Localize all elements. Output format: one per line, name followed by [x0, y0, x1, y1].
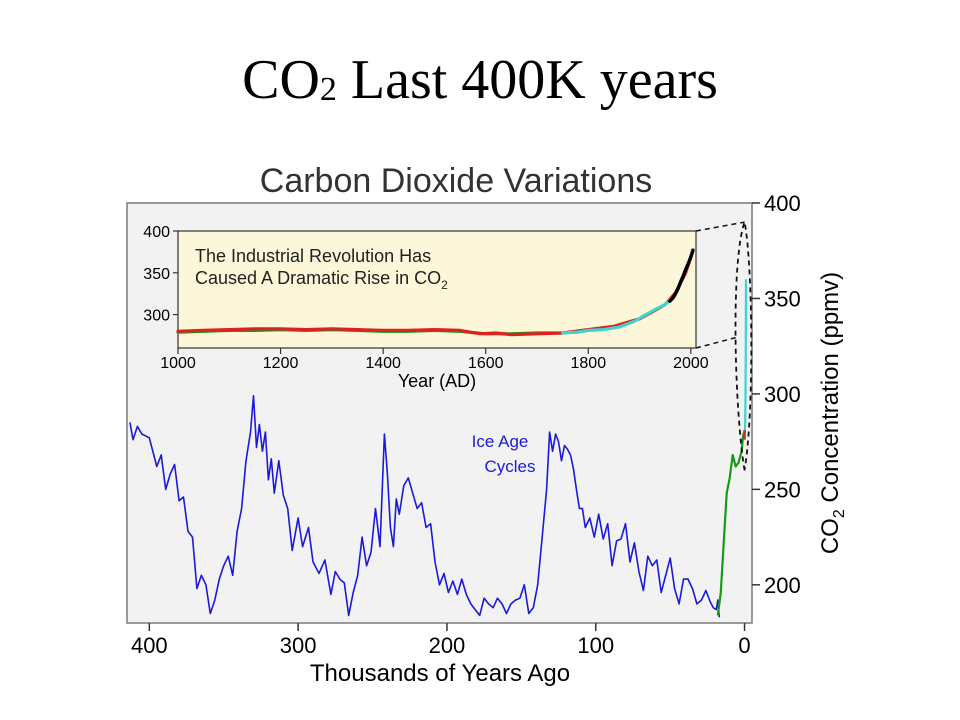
main-x-tick-label: 100	[577, 633, 614, 658]
inset-series-group	[176, 248, 695, 337]
main-x-axis-label: Thousands of Years Ago	[310, 660, 570, 687]
slide-title-co: CO	[242, 49, 320, 111]
inset-x-axis-label: Year (AD)	[398, 371, 476, 391]
main-x-tick-label: 0	[738, 633, 750, 658]
inset-y-axis: 300 350 400	[143, 224, 178, 325]
y-label-rest: Concentration (ppmv)	[817, 272, 844, 509]
main-series-line-0	[129, 394, 721, 618]
slide-title-subscript: 2	[319, 71, 337, 108]
slide-title-rest: Last 400K years	[336, 49, 718, 111]
main-x-axis: 400 300 200 100 0	[131, 623, 751, 658]
chart-title: Carbon Dioxide Variations	[260, 162, 652, 200]
main-x-tick-label: 400	[131, 633, 168, 658]
inset-x-tick-label: 1200	[263, 355, 299, 372]
main-series-line-2	[743, 279, 748, 433]
slide-title: CO2 Last 400K years	[0, 40, 960, 128]
inset-x-tick-label: 1000	[160, 355, 196, 372]
main-y-axis: 200 250 300 350 400	[752, 191, 801, 598]
inset-y-tick-label: 400	[143, 224, 170, 241]
main-y-tick-label: 400	[764, 191, 801, 216]
main-y-tick-label: 300	[764, 382, 801, 407]
ice-age-label-line1: Ice Age	[472, 432, 529, 451]
inset-x-tick-label: 1400	[365, 355, 401, 372]
ice-age-label-line2: Cycles	[484, 457, 535, 476]
main-series-group	[129, 279, 748, 618]
inset-caption-sub: 2	[441, 278, 448, 292]
main-series-line-1	[716, 429, 746, 616]
inset-x-axis: 1000 1200 1400 1600 1800 2000	[160, 348, 709, 372]
inset-caption-line2: Caused A Dramatic Rise in CO2	[195, 268, 448, 292]
y-label-co: CO	[817, 518, 844, 554]
main-y-tick-label: 250	[764, 477, 801, 502]
zoom-connector-bottom	[695, 335, 740, 349]
inset-caption-co: Caused A Dramatic Rise in CO	[195, 268, 441, 288]
main-x-tick-label: 200	[429, 633, 466, 658]
inset-x-tick-label: 1600	[468, 355, 504, 372]
inset-y-tick-label: 350	[143, 266, 170, 283]
main-y-tick-label: 350	[764, 286, 801, 311]
zoom-ellipse	[734, 218, 753, 471]
inset-series-line-3	[668, 248, 695, 303]
main-y-axis-label: CO2 Concentration (ppmv)	[817, 272, 848, 554]
inset-x-tick-label: 1800	[571, 355, 607, 372]
y-label-sub: 2	[831, 509, 848, 518]
main-y-tick-label: 200	[764, 573, 801, 598]
main-x-tick-label: 300	[280, 633, 317, 658]
zoom-bracket	[695, 218, 753, 471]
inset-caption-line1: The Industrial Revolution Has	[195, 246, 431, 266]
inset-series-line-2	[561, 297, 673, 335]
inset-y-tick-label: 300	[143, 308, 170, 325]
inset-x-tick-label: 2000	[673, 355, 709, 372]
